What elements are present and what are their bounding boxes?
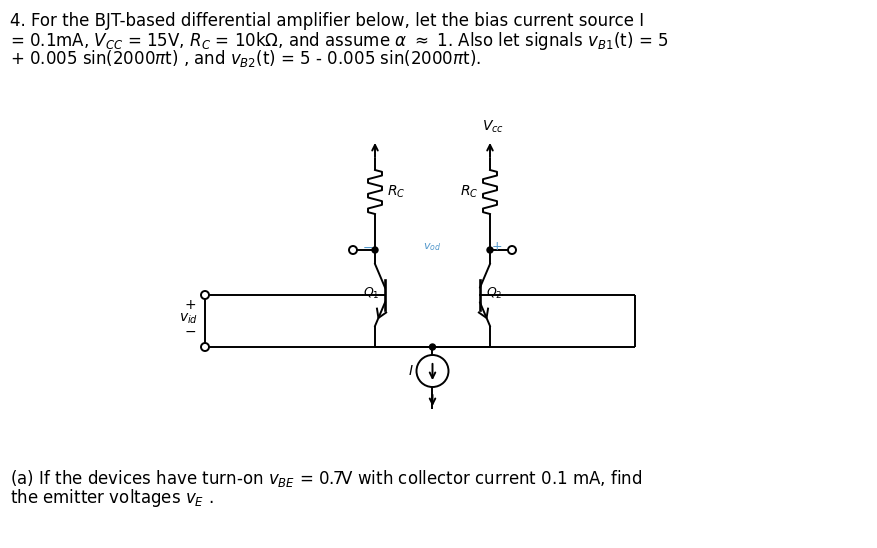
Text: $v_{id}$: $v_{id}$ [179, 312, 198, 326]
Text: + 0.005 sin(2000$\pi$t) , and $v_{B2}$(t) = 5 - 0.005 sin(2000$\pi$t).: + 0.005 sin(2000$\pi$t) , and $v_{B2}$(t… [10, 48, 481, 69]
Text: $R_C$: $R_C$ [459, 184, 477, 200]
Text: $R_C$: $R_C$ [387, 184, 405, 200]
Text: $+$: $+$ [491, 241, 502, 254]
Text: $v_{od}$: $v_{od}$ [423, 241, 441, 253]
Text: $Q_2$: $Q_2$ [485, 286, 502, 300]
Circle shape [372, 247, 378, 253]
Text: $-$: $-$ [362, 241, 373, 254]
Text: $-$: $-$ [184, 324, 196, 338]
Text: $I$: $I$ [407, 364, 413, 378]
Circle shape [429, 344, 435, 350]
Circle shape [487, 247, 493, 253]
Text: $V_{cc}$: $V_{cc}$ [481, 118, 503, 135]
Text: $Q_1$: $Q_1$ [362, 286, 379, 300]
Text: (a) If the devices have turn-on $v_{BE}$ = 0.7V with collector current 0.1 mA, f: (a) If the devices have turn-on $v_{BE}$… [10, 468, 642, 489]
Text: the emitter voltages $v_E$ .: the emitter voltages $v_E$ . [10, 487, 213, 509]
Text: $+$: $+$ [184, 298, 196, 312]
Text: 4. For the BJT-based differential amplifier below, let the bias current source I: 4. For the BJT-based differential amplif… [10, 12, 644, 30]
Text: = 0.1mA, $V_{CC}$ = 15V, $R_C$ = 10k$\Omega$, and assume $\alpha$ $\approx$ 1. A: = 0.1mA, $V_{CC}$ = 15V, $R_C$ = 10k$\Om… [10, 30, 667, 52]
